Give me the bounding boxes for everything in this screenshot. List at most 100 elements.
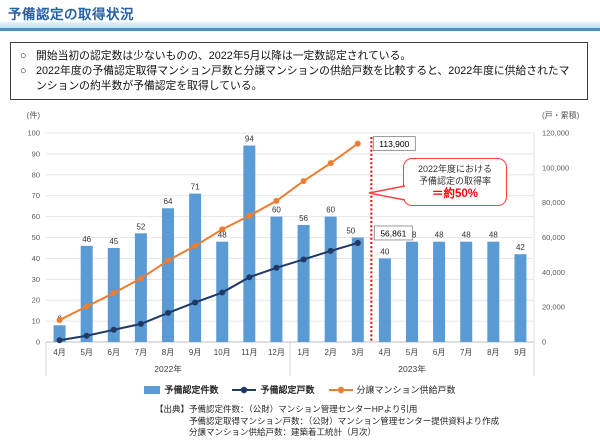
month-label: 5月 bbox=[80, 348, 92, 357]
bar-label: 50 bbox=[346, 227, 355, 236]
line-marker bbox=[219, 226, 226, 233]
month-label: 8月 bbox=[162, 348, 174, 357]
month-label: 8月 bbox=[487, 348, 499, 357]
callout-line: 2022年度における bbox=[417, 164, 493, 174]
line-marker bbox=[327, 247, 334, 254]
line-marker bbox=[219, 289, 226, 296]
bar-label: 52 bbox=[136, 222, 145, 231]
source-line: 予備認定取得マンション戸数：（公財）マンション管理センター提供資料より作成 bbox=[189, 415, 500, 426]
bar-label: 46 bbox=[82, 235, 91, 244]
page-title: 予備認定の取得状況 bbox=[8, 7, 134, 22]
line-marker bbox=[137, 320, 144, 327]
bar-10-2月 bbox=[324, 216, 337, 342]
line-marker bbox=[110, 290, 117, 297]
month-label: 9月 bbox=[189, 348, 201, 357]
bar-17-9月 bbox=[514, 254, 527, 342]
line-marker-icon bbox=[232, 386, 257, 393]
month-label: 2月 bbox=[324, 348, 336, 357]
right-axis-tick: 100,000 bbox=[542, 163, 569, 172]
bar-13-5月 bbox=[406, 241, 418, 342]
legend-item-supply-line: 分譲マンション供給戸数 bbox=[328, 383, 456, 396]
line-marker bbox=[192, 242, 199, 249]
month-label: 4月 bbox=[53, 348, 65, 357]
line-series-1 bbox=[59, 142, 359, 321]
line-marker bbox=[192, 299, 199, 306]
summary-bullet: ○ 2022年度の予備認定取得マンション戸数と分譲マンションの供給戸数を比較する… bbox=[20, 64, 578, 94]
right-axis-tick: 20,000 bbox=[542, 303, 565, 312]
callout-line: 予備認定の取得率 bbox=[418, 176, 491, 186]
bar-label: 71 bbox=[191, 183, 200, 192]
bar-7-11月 bbox=[243, 145, 256, 342]
callout-tail-icon bbox=[368, 185, 406, 201]
line-marker bbox=[354, 239, 361, 246]
line-marker bbox=[273, 264, 280, 271]
bar-12-4月 bbox=[378, 258, 391, 342]
source-note: 【出典】 予備認定件数：（公財）マンション管理センターHPより引用 予備認定取得… bbox=[155, 404, 499, 439]
bar-5-9月 bbox=[189, 193, 202, 342]
acquisition-rate-callout: 2022年度における 予備認定の取得率 ＝約50% bbox=[403, 158, 507, 206]
certified-total-box bbox=[373, 225, 413, 241]
month-label: 10月 bbox=[214, 348, 231, 357]
legend-label: 分譲マンション供給戸数 bbox=[356, 385, 456, 395]
bar-9-1月 bbox=[297, 224, 310, 342]
bar-label: 45 bbox=[109, 237, 118, 246]
line-marker bbox=[246, 212, 253, 219]
line-marker bbox=[246, 274, 253, 281]
month-label: 6月 bbox=[108, 348, 120, 357]
right-axis-unit: (戸・累積) bbox=[542, 110, 580, 120]
bar-label: 48 bbox=[462, 231, 471, 240]
line-marker bbox=[165, 309, 171, 316]
legend-label: 予備認定件数 bbox=[164, 385, 219, 395]
right-axis-tick: 60,000 bbox=[542, 233, 565, 242]
left-axis-tick: 80 bbox=[32, 170, 40, 179]
month-label: 11月 bbox=[241, 348, 257, 357]
bar-16-8月 bbox=[487, 241, 500, 342]
left-axis-tick: 50 bbox=[32, 233, 40, 242]
left-axis-tick: 70 bbox=[32, 191, 40, 200]
right-axis-tick: 80,000 bbox=[542, 198, 565, 207]
source-lines: 予備認定件数：（公財）マンション管理センターHPより引用 予備認定取得マンション… bbox=[189, 404, 499, 439]
line-marker bbox=[300, 256, 307, 263]
line-marker bbox=[83, 332, 90, 339]
supply-total-value: 113,900 bbox=[379, 139, 409, 149]
line-marker bbox=[300, 178, 307, 185]
left-axis-tick: 100 bbox=[27, 129, 40, 138]
year-label: 2023年 bbox=[398, 364, 426, 374]
combo-chart: 0 10 20 30 40 50 60 70 80 90 100 0 20,000 40,000 60,00… bbox=[27, 110, 580, 376]
header-underline bbox=[0, 22, 600, 31]
circle-bullet-icon: ○ bbox=[20, 50, 27, 62]
bar-label: 94 bbox=[245, 135, 254, 144]
month-label: 7月 bbox=[135, 348, 147, 357]
line-series-0 bbox=[59, 242, 359, 342]
month-label: 5月 bbox=[406, 348, 418, 357]
month-label: 12月 bbox=[268, 348, 285, 357]
line-marker bbox=[56, 337, 63, 344]
right-axis-tick: 0 bbox=[542, 338, 546, 347]
line-marker bbox=[165, 257, 171, 264]
left-axis-tick: 60 bbox=[32, 212, 40, 221]
bar-3-7月 bbox=[134, 233, 147, 342]
bar-4-8月 bbox=[162, 208, 174, 342]
right-axis-tick: 40,000 bbox=[542, 268, 565, 277]
line-marker bbox=[110, 326, 117, 333]
certified-total-value: 56,861 bbox=[380, 228, 406, 238]
supply-total-box bbox=[372, 136, 416, 152]
right-axis-tick: 120,000 bbox=[542, 129, 569, 138]
legend-label: 予備認定戸数 bbox=[260, 385, 315, 395]
left-axis-tick: 90 bbox=[32, 149, 40, 158]
source-label: 【出典】 bbox=[155, 404, 190, 414]
legend-item-certified-line: 予備認定戸数 bbox=[232, 383, 315, 396]
source-line: 分譲マンション供給戸数：建築着工統計（月次） bbox=[189, 427, 377, 437]
month-label: 4月 bbox=[379, 348, 391, 357]
bar-label: 60 bbox=[272, 206, 281, 215]
year-label: 2022年 bbox=[154, 364, 182, 374]
line-marker bbox=[354, 140, 361, 147]
chart-legend: 予備認定件数 予備認定戸数 分譲マンション供給戸数 bbox=[0, 383, 600, 396]
month-label: 7月 bbox=[460, 348, 472, 357]
month-label: 3月 bbox=[352, 348, 364, 357]
left-axis-tick: 30 bbox=[32, 275, 40, 284]
summary-bullet: ○ 開始当初の認定数は少ないものの、2022年5月以降は一定数認定されている。 bbox=[20, 49, 578, 64]
bar-label: 48 bbox=[435, 231, 444, 240]
line-marker bbox=[137, 275, 144, 282]
left-axis-tick: 0 bbox=[36, 338, 40, 347]
